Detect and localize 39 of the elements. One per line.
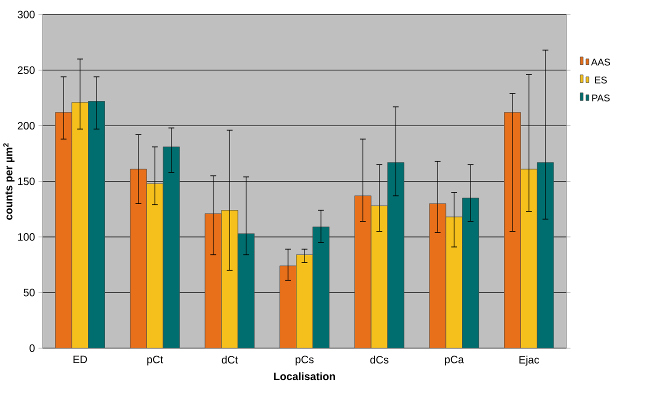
bar	[429, 204, 446, 348]
bar	[163, 146, 180, 348]
x-tick-label: ED	[74, 356, 87, 364]
legend-label: PAS	[592, 94, 610, 102]
y-tick-label: 50	[24, 288, 35, 296]
y-tick-label: 0	[30, 344, 35, 352]
bar	[296, 254, 313, 348]
bar	[520, 168, 538, 348]
bar	[446, 216, 462, 348]
x-tick-label: pCs	[296, 356, 314, 366]
y-tick-label: 300	[18, 10, 35, 18]
bar	[462, 198, 479, 348]
bar	[354, 196, 372, 348]
bar	[280, 266, 296, 348]
x-tick-label: Ejac	[519, 356, 540, 366]
y-tick-label: 100	[18, 233, 35, 241]
bar	[55, 112, 72, 348]
x-tick-label: dCs	[370, 356, 388, 364]
bar	[146, 184, 164, 348]
legend-label: AAS	[591, 58, 610, 66]
bar	[72, 102, 88, 348]
bar	[536, 162, 554, 348]
y-axis-title: counts per µm$^{2}$	[3, 143, 15, 220]
y-tick-label: 250	[18, 66, 35, 74]
x-tick-label: pCt	[147, 356, 164, 366]
bar	[371, 206, 388, 348]
bar	[88, 101, 105, 348]
bar	[130, 169, 147, 348]
x-tick-label: pCa	[445, 356, 464, 366]
y-tick-label: 150	[18, 178, 35, 186]
bar	[238, 234, 254, 348]
bar	[388, 162, 404, 348]
legend-label: ES	[595, 76, 607, 84]
bar	[221, 210, 238, 348]
x-tick-label: dCt	[222, 356, 238, 364]
y-tick-label: 200	[18, 122, 35, 130]
bar	[205, 214, 222, 348]
x-axis-title: Localisation	[274, 372, 335, 380]
bar	[312, 226, 330, 348]
